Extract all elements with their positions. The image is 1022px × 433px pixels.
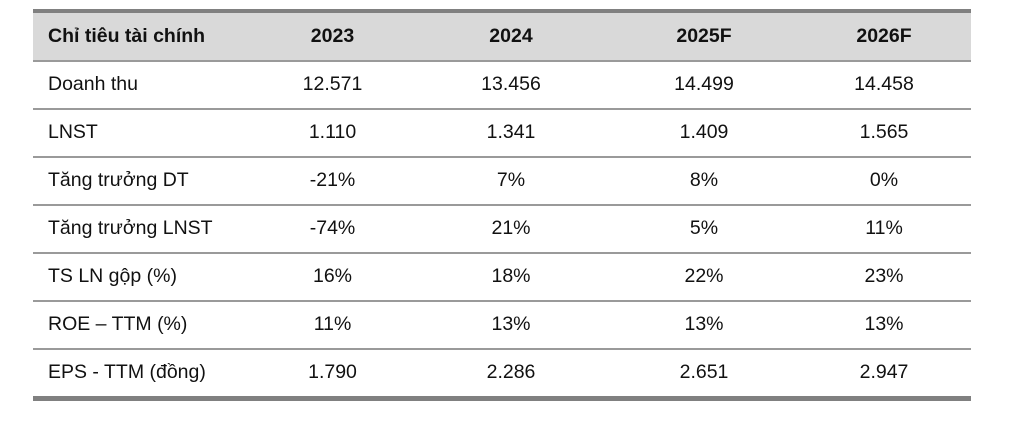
cell-2025f: 2.651 — [679, 361, 729, 384]
table-row-ts-ln-gop: TS LN gộp (%) 16% 18% 22% 23% — [33, 254, 971, 302]
cell-2026f: 0% — [869, 169, 899, 192]
cell-2023: -74% — [309, 217, 356, 240]
cell-2023: 11% — [313, 313, 352, 336]
cell-2024: 2.286 — [486, 361, 536, 384]
table-row-tang-truong-lnst: Tăng trưởng LNST -74% 21% 5% 11% — [33, 206, 971, 254]
cell-2025f: 13% — [684, 313, 724, 336]
cell-2026f: 11% — [865, 217, 903, 240]
table-row-lnst: LNST 1.110 1.341 1.409 1.565 — [33, 110, 971, 158]
row-label: Doanh thu — [48, 73, 138, 96]
cell-2023: 12.571 — [302, 73, 363, 96]
table-row-roe-ttm: ROE – TTM (%) 11% 13% 13% 13% — [33, 302, 971, 350]
table-row-eps-ttm: EPS - TTM (đồng) 1.790 2.286 2.651 2.947 — [33, 350, 971, 396]
table-top-rule — [33, 9, 971, 13]
cell-2023: 16% — [312, 265, 353, 288]
cell-2025f: 14.499 — [674, 73, 734, 96]
header-indicator: Chỉ tiêu tài chính — [48, 24, 206, 47]
cell-2024: 7% — [496, 169, 526, 192]
cell-2025f: 1.409 — [679, 121, 729, 144]
cell-2024: 13% — [491, 313, 531, 336]
row-label: EPS - TTM (đồng) — [48, 361, 206, 384]
cell-2026f: 13% — [864, 313, 904, 336]
header-year-2023: 2023 — [310, 24, 355, 47]
cell-2024: 21% — [491, 217, 531, 240]
table-bottom-rule — [33, 396, 971, 401]
cell-2023: 1.110 — [308, 121, 357, 144]
cell-2026f: 23% — [864, 265, 904, 288]
cell-2026f: 1.565 — [859, 121, 909, 144]
table-row-doanh-thu: Doanh thu 12.571 13.456 14.499 14.458 — [33, 62, 971, 110]
cell-2024: 18% — [491, 265, 531, 288]
row-label: Tăng trưởng DT — [48, 169, 189, 192]
financial-table: Chỉ tiêu tài chính 2023 2024 2025F 2026F… — [33, 9, 971, 401]
cell-2026f: 2.947 — [859, 361, 909, 384]
table-row-tang-truong-dt: Tăng trưởng DT -21% 7% 8% 0% — [33, 158, 971, 206]
cell-2024: 13.456 — [481, 73, 541, 96]
row-label: LNST — [48, 121, 98, 144]
header-year-2024: 2024 — [489, 24, 533, 47]
cell-2025f: 22% — [684, 265, 724, 288]
header-year-2025f: 2025F — [676, 24, 732, 47]
header-year-2026f: 2026F — [856, 24, 912, 47]
cell-2025f: 8% — [689, 169, 719, 192]
cell-2023: 1.790 — [308, 361, 357, 384]
cell-2026f: 14.458 — [854, 73, 914, 96]
row-label: Tăng trưởng LNST — [48, 217, 213, 240]
row-label: TS LN gộp (%) — [48, 265, 177, 288]
cell-2025f: 5% — [689, 217, 719, 240]
row-label: ROE – TTM (%) — [48, 313, 188, 336]
table-header-row: Chỉ tiêu tài chính 2023 2024 2025F 2026F — [33, 13, 971, 62]
cell-2023: -21% — [309, 169, 356, 192]
cell-2024: 1.341 — [486, 121, 536, 144]
